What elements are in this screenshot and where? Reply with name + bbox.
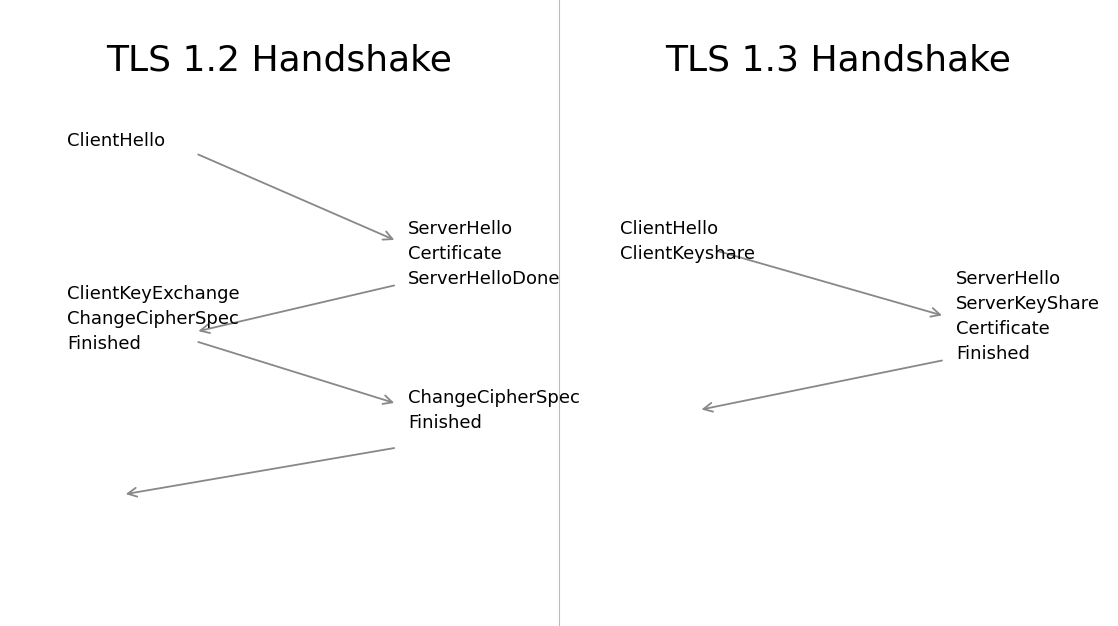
Text: ServerHello
Certificate
ServerHelloDone: ServerHello Certificate ServerHelloDone [408,220,560,287]
Text: ServerHello
ServerKeyShare
Certificate
Finished: ServerHello ServerKeyShare Certificate F… [956,270,1100,362]
Text: ClientHello: ClientHello [67,132,165,150]
Text: ClientHello
ClientKeyshare: ClientHello ClientKeyshare [620,220,756,262]
Text: TLS 1.3 Handshake: TLS 1.3 Handshake [665,44,1012,78]
Text: TLS 1.2 Handshake: TLS 1.2 Handshake [106,44,453,78]
Text: ClientKeyExchange
ChangeCipherSpec
Finished: ClientKeyExchange ChangeCipherSpec Finis… [67,285,239,353]
Text: ChangeCipherSpec
Finished: ChangeCipherSpec Finished [408,389,580,431]
